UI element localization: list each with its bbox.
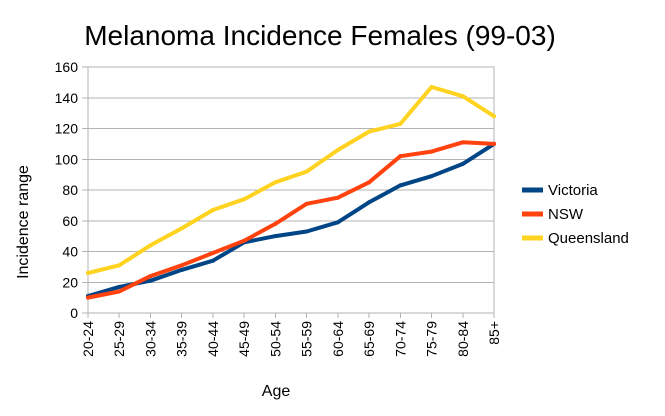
legend-label: NSW	[548, 206, 584, 223]
data-point	[210, 251, 215, 256]
data-point	[335, 195, 340, 200]
y-axis-label: Incidence range	[15, 165, 32, 279]
y-tick-label: 0	[70, 305, 78, 321]
data-point	[304, 229, 309, 234]
data-point	[335, 148, 340, 153]
data-point	[148, 278, 153, 283]
series-lines	[86, 84, 496, 300]
legend-label: Queensland	[548, 230, 629, 247]
data-point	[460, 161, 465, 166]
data-point	[242, 238, 247, 243]
x-tick-label: 55-59	[299, 321, 315, 357]
data-point	[429, 174, 434, 179]
x-tick-label: 75-79	[424, 321, 440, 357]
x-tick-label: 25-29	[111, 321, 127, 357]
data-point	[429, 149, 434, 154]
data-point	[304, 169, 309, 174]
data-point	[398, 121, 403, 126]
data-point	[179, 263, 184, 268]
x-tick-label: 30-34	[142, 321, 158, 357]
data-point	[273, 234, 278, 239]
data-point	[117, 284, 122, 289]
y-tick-label: 60	[62, 213, 78, 229]
y-tick-label: 120	[55, 121, 79, 137]
x-tick-label: 40-44	[205, 321, 221, 357]
data-point	[210, 258, 215, 263]
x-tick-label: 80-84	[455, 321, 471, 357]
data-point	[117, 289, 122, 294]
data-point	[367, 129, 372, 134]
data-point	[429, 84, 434, 89]
x-tick-label: 45-49	[236, 321, 252, 357]
legend: Victoria NSW Queensland	[522, 182, 629, 247]
legend-label: Victoria	[548, 182, 598, 199]
y-tick-label: 40	[62, 244, 78, 260]
y-tick-label: 80	[62, 182, 78, 198]
x-tick-label: 35-39	[174, 321, 190, 357]
chart-title: Melanoma Incidence Females (99-03)	[84, 20, 556, 51]
y-axis-ticks: 0 20 40 60 80 100 120 140 160	[55, 59, 88, 321]
x-axis-label: Age	[262, 383, 291, 400]
data-point	[242, 197, 247, 202]
data-point	[273, 180, 278, 185]
x-tick-label: 60-64	[330, 321, 346, 357]
data-point	[273, 221, 278, 226]
data-point	[492, 141, 496, 146]
series-line-nsw	[86, 140, 496, 300]
y-tick-label: 100	[55, 151, 79, 167]
data-point	[210, 207, 215, 212]
y-tick-label: 160	[55, 59, 79, 75]
x-axis-ticks: 20-24 25-29 30-34 35-39 40-44 45-49 50-54 55-59…	[80, 313, 502, 357]
data-point	[148, 274, 153, 279]
x-tick-label: 65-69	[361, 321, 377, 357]
data-point	[179, 267, 184, 272]
data-point	[86, 271, 90, 276]
series-line-queensland	[86, 85, 496, 275]
x-tick-label: 70-74	[392, 321, 408, 357]
data-point	[398, 183, 403, 188]
data-point	[460, 140, 465, 145]
data-point	[148, 243, 153, 248]
y-tick-label: 20	[62, 274, 78, 290]
data-point	[460, 94, 465, 99]
data-point	[117, 263, 122, 268]
data-point	[367, 200, 372, 205]
y-tick-label: 140	[55, 90, 79, 106]
x-tick-label: 85+	[486, 321, 502, 345]
x-tick-label: 20-24	[80, 321, 96, 357]
data-point	[86, 295, 90, 300]
data-point	[492, 114, 496, 119]
data-point	[304, 201, 309, 206]
series-line-victoria	[86, 141, 496, 299]
data-point	[335, 220, 340, 225]
data-point	[367, 180, 372, 185]
x-tick-label: 50-54	[267, 321, 283, 357]
data-point	[398, 154, 403, 159]
data-point	[179, 226, 184, 231]
